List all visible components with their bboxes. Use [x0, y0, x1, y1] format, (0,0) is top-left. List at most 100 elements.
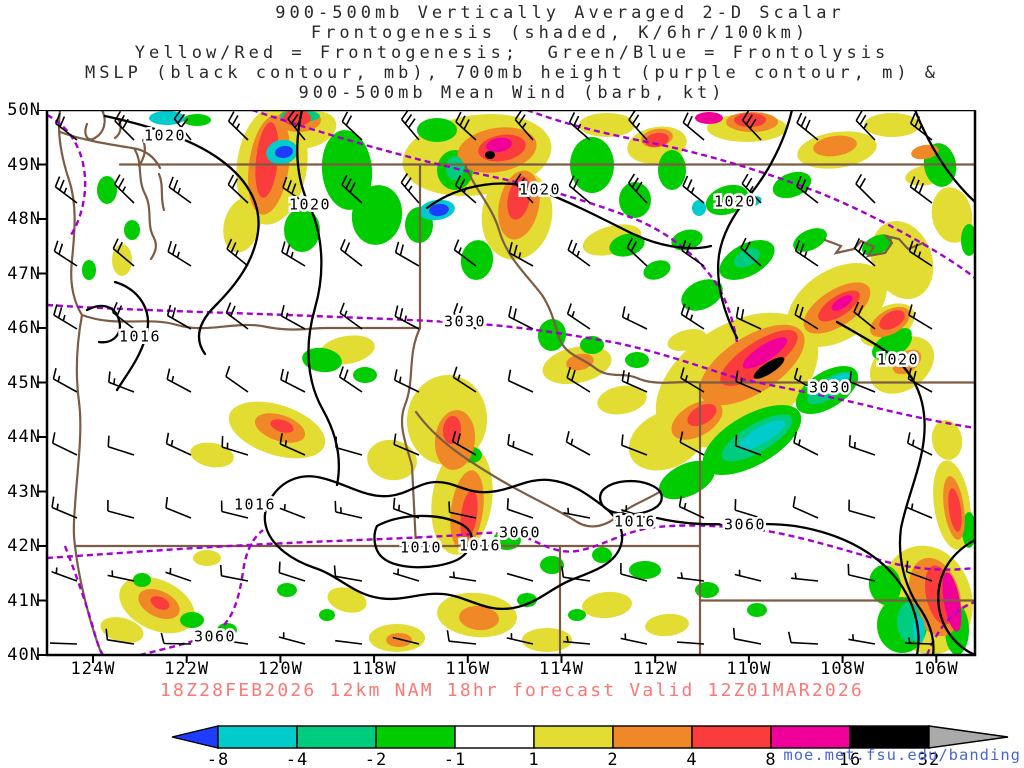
shading-blob-green: [124, 220, 140, 240]
wind-barb: [221, 436, 249, 456]
wind-barb: [107, 570, 135, 582]
lat-tick-label: 45N: [7, 372, 41, 393]
title-line-3: Yellow/Red = Frontogenesis; Green/Blue =…: [134, 43, 890, 63]
border-wa-or: [80, 313, 422, 331]
title-line-5: 900-500mb Mean Wind (barb, kt): [298, 83, 726, 103]
wind-barb: [105, 628, 135, 645]
colorbar-tick-label: -4: [286, 750, 308, 768]
wind-barb: [446, 630, 477, 645]
wind-barb: [165, 567, 192, 582]
shading-blob-yellow: [223, 197, 261, 253]
wind-barb: [735, 306, 762, 330]
mslp-contour-label: 1020: [289, 196, 331, 214]
wind-barb: [225, 365, 249, 393]
mslp-contour-label: 1020: [519, 181, 561, 199]
wind-barb: [107, 435, 135, 456]
shading-blob-yellow: [367, 439, 417, 481]
wind-barb: [219, 564, 249, 582]
shading-blob-magenta: [695, 112, 723, 124]
wind-barb: [848, 499, 876, 519]
site-link[interactable]: moe.met.fsu.edu/banding: [783, 746, 1021, 764]
wind-barb: [52, 368, 78, 393]
wind-barb: [908, 304, 933, 330]
shading-blob-green: [580, 336, 604, 354]
wind-barb: [514, 110, 534, 141]
mslp-contour: [598, 479, 663, 516]
wind-barb: [113, 174, 135, 204]
wind-barb: [566, 366, 591, 393]
wind-barb: [792, 496, 819, 519]
wind-barb: [508, 305, 534, 330]
colorbar-tick-label: -1: [444, 750, 466, 768]
height-contour: [251, 110, 739, 343]
wind-barb: [449, 571, 477, 582]
shading-blob-yellow: [112, 244, 132, 276]
shading-blob-red: [255, 122, 279, 198]
wind-barb: [514, 173, 534, 204]
contour-labels: 1020 1020 1020 1020 1020 1016 1016 1010 1016 1016…: [116, 124, 920, 648]
wind-barb: [621, 306, 648, 330]
border-id-mt: [463, 163, 702, 384]
colorbar-tick-label: 4: [686, 750, 697, 768]
map-frame: [45, 110, 977, 657]
height-contour: [47, 113, 87, 239]
wind-barb: [682, 175, 705, 204]
lat-tick-label: 44N: [7, 427, 41, 447]
wind-barb: [621, 505, 648, 519]
wind-barb: [49, 642, 78, 645]
wind-barb: [847, 563, 876, 582]
shading-blob-orange: [459, 605, 499, 631]
shading-blob-red: [734, 113, 766, 127]
colorbar-tick-label: 1: [528, 750, 539, 768]
wind-barb: [795, 175, 819, 204]
wind-barb: [568, 175, 591, 204]
colorbar-segment: [691, 725, 772, 749]
mslp-contour: [425, 182, 713, 250]
lon-tick-label: 118W: [351, 659, 397, 679]
shading-blob-magenta: [831, 295, 853, 311]
shading-blob-green: [133, 573, 151, 587]
colorbar-segment: [296, 725, 377, 749]
shading-blob-green: [705, 184, 749, 216]
wind-barb: [221, 634, 249, 645]
strait-juan-de-fuca: [58, 130, 162, 170]
wind-barb: [279, 504, 306, 519]
wind-barb: [392, 497, 420, 519]
wind-barb: [160, 632, 192, 645]
wind-barb: [734, 434, 762, 456]
wind-barb: [455, 111, 477, 141]
colorbar-tick-label: -8: [207, 750, 229, 768]
wind-barb: [905, 560, 933, 582]
wind-barb: [107, 500, 135, 519]
wind-barb: [393, 433, 420, 456]
shading-blob-yellow: [327, 587, 367, 613]
wind-barb: [735, 370, 762, 393]
colorbar-segment: [533, 725, 614, 749]
colorbar: -8 -4 -2 -1 1 2 4 8 16 32: [171, 725, 1009, 768]
wind-barb: [565, 431, 591, 456]
shading-blob-yellow: [522, 628, 572, 652]
wind-barb: [452, 366, 477, 393]
wind-barb: [741, 110, 762, 141]
wind-barb: [393, 369, 420, 393]
shading-blob-blue: [275, 145, 293, 159]
wind-barb: [333, 565, 363, 582]
shading-blob-yellow: [190, 442, 234, 468]
shading-blob-green: [681, 279, 723, 311]
shading-blob-orange: [892, 349, 922, 375]
lat-tick-label: 50N: [7, 100, 41, 120]
wind-barb: [53, 304, 78, 330]
wind-barb: [225, 302, 249, 330]
mslp-contour: [103, 114, 260, 356]
height-contour: [63, 545, 105, 655]
wind-barb: [165, 496, 192, 519]
shading-blob-red: [270, 419, 294, 433]
wind-barb: [392, 568, 420, 582]
shading-blob-orange: [566, 353, 594, 371]
shading-blob-yellow: [597, 385, 647, 415]
islands: [84, 110, 122, 141]
forecast-info: 18Z28FEB2026 12km NAM 18hr forecast Vali…: [160, 680, 864, 701]
title-block: 900-500mb Vertically Averaged 2-D Scalar…: [0, 3, 1024, 103]
wind-barb: [400, 110, 420, 141]
wind-barb: [400, 173, 420, 204]
